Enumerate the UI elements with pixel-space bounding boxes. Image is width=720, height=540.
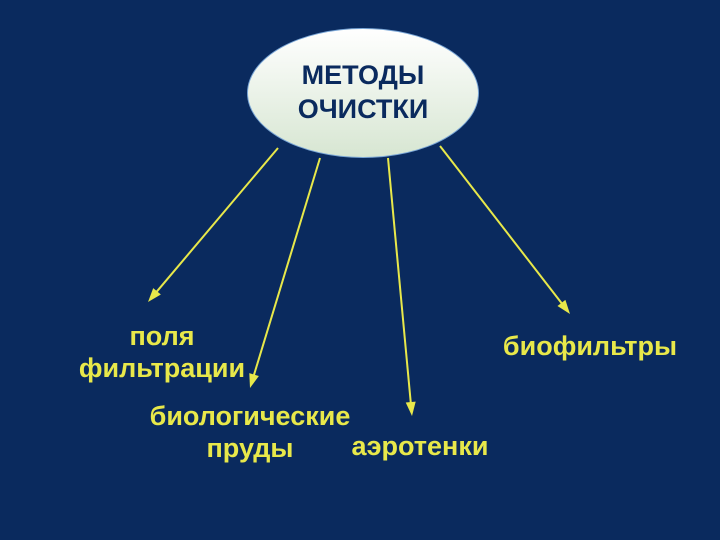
leaf-polya: поля фильтрации [72,320,252,385]
leaf-prudy: биологические пруды [130,400,370,465]
leaf-biof: биофильтры [490,330,690,362]
leaf-aero: аэротенки [335,430,505,462]
center-node: МЕТОДЫ ОЧИСТКИ [247,28,479,158]
diagram-stage: МЕТОДЫ ОЧИСТКИ поля фильтрации биологичес… [0,0,720,540]
